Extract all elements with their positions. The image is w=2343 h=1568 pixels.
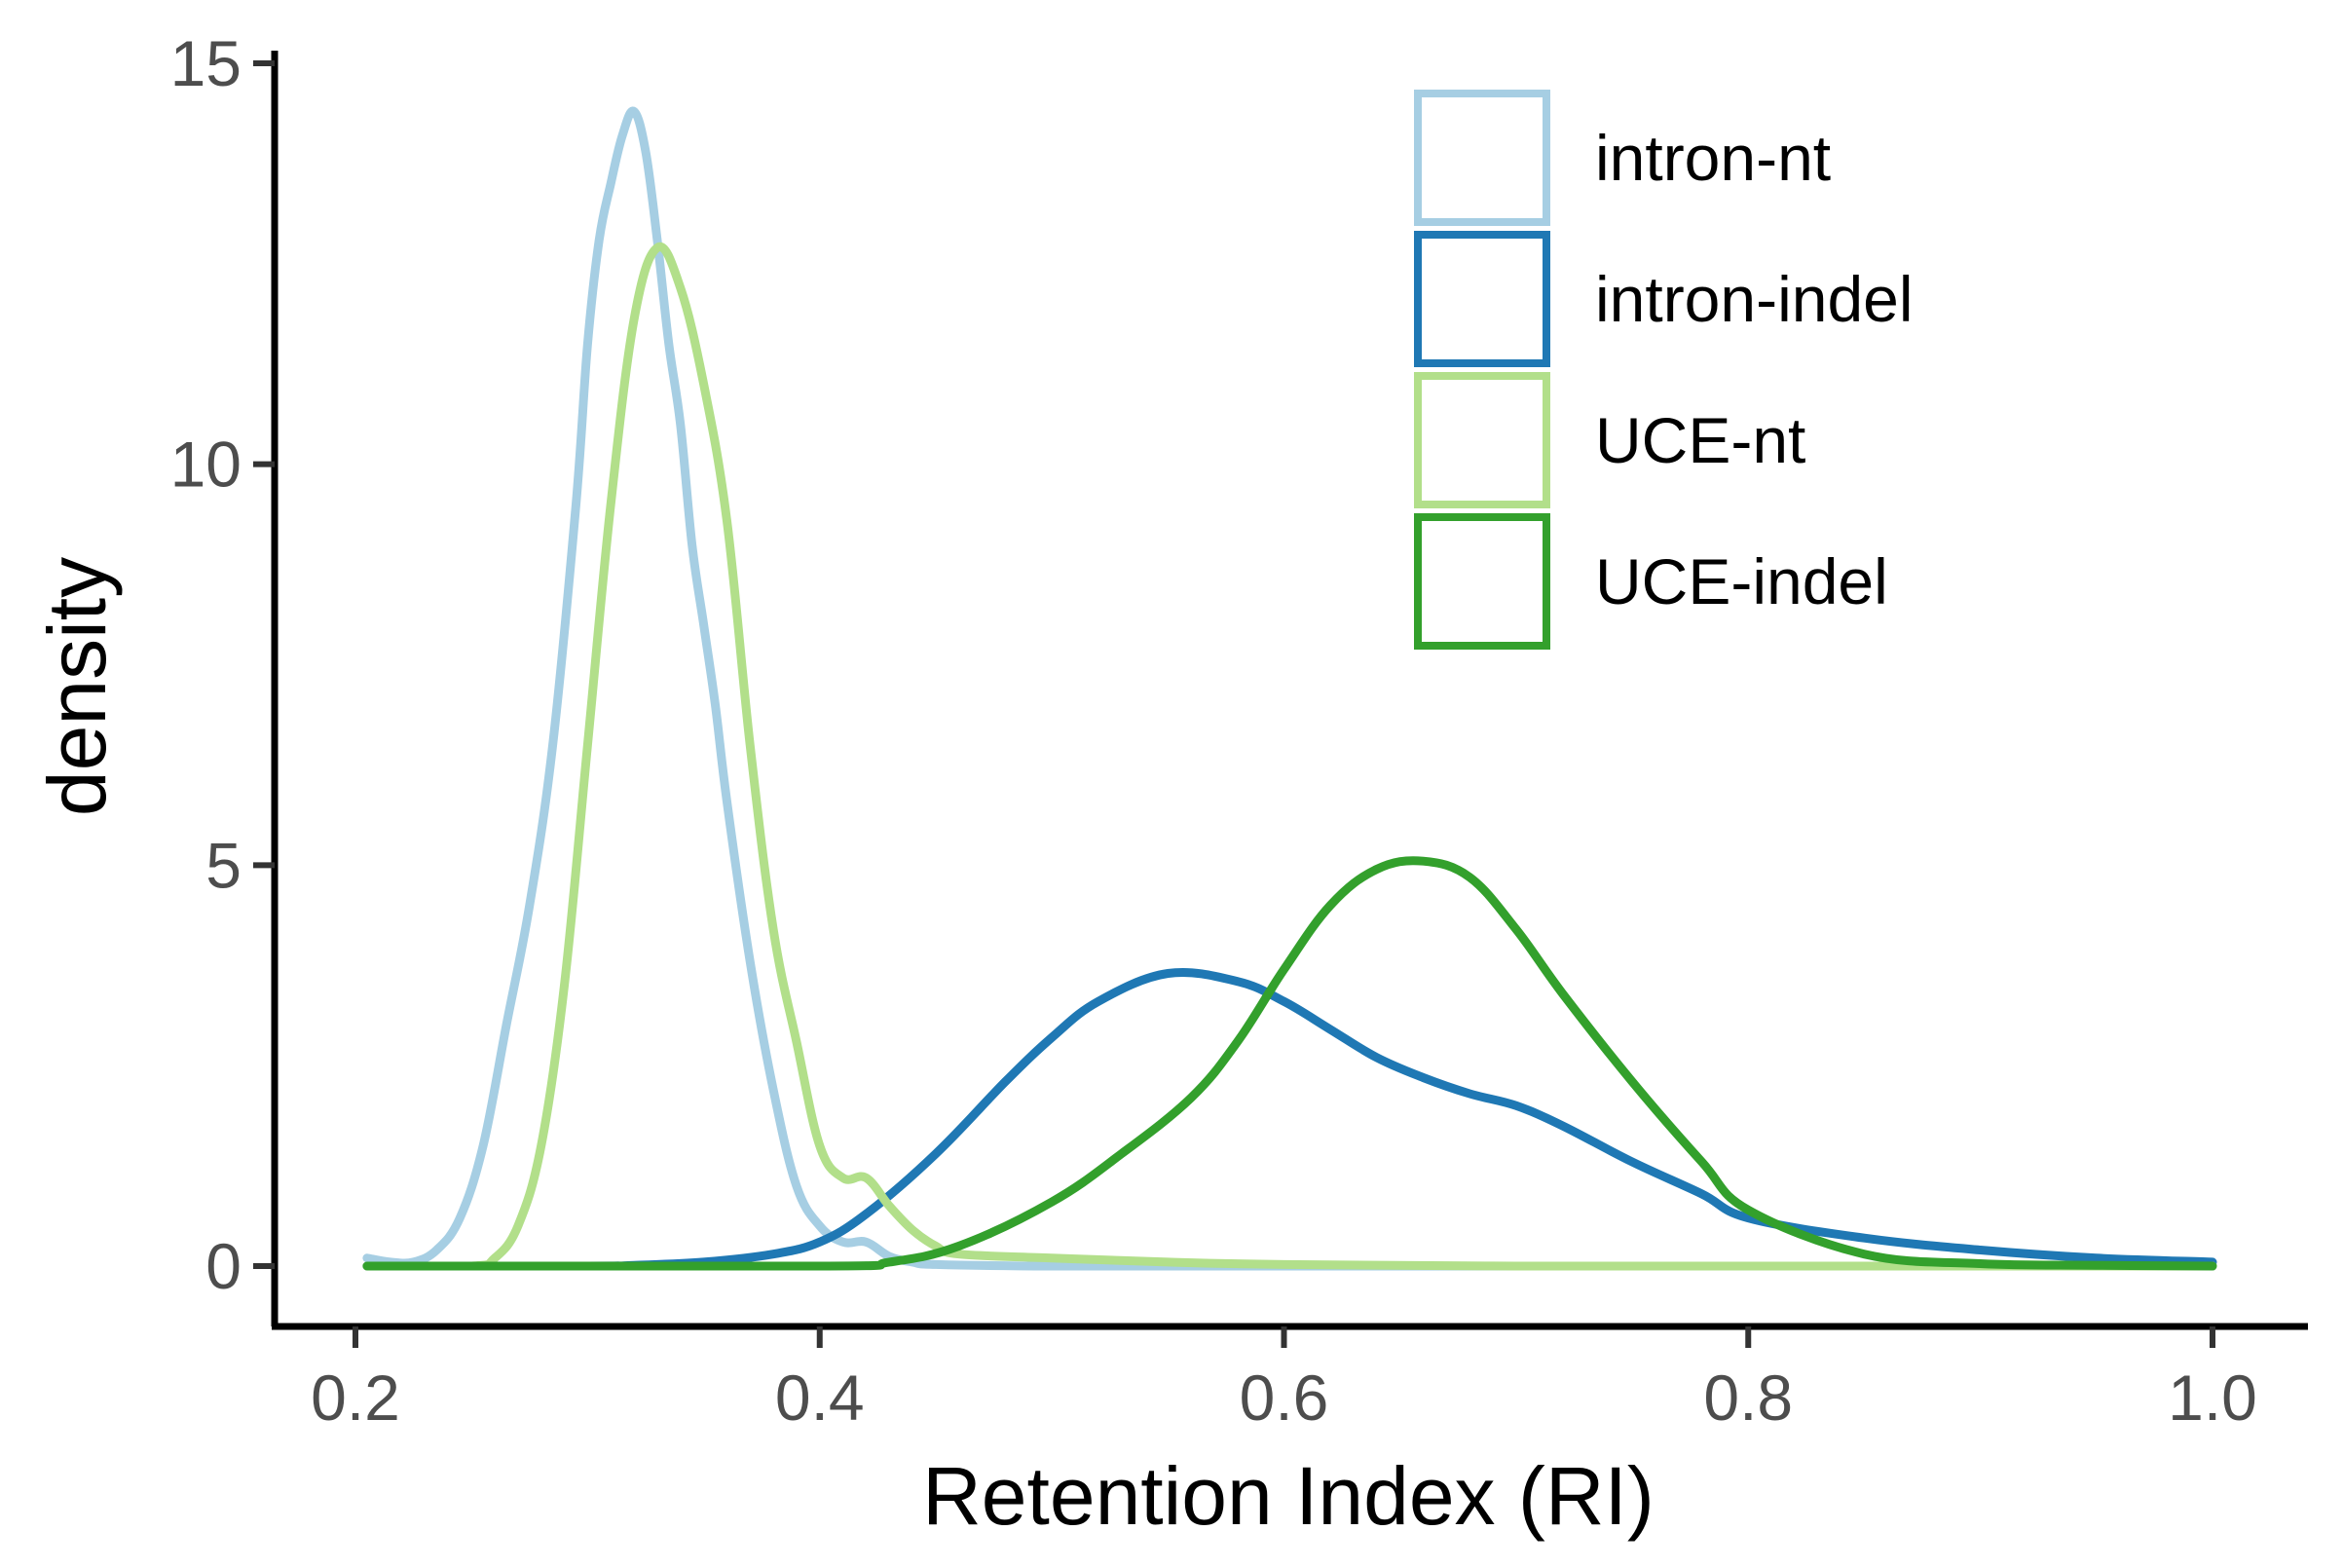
- axes: [271, 51, 2308, 1330]
- series-line-intron-indel: [362, 967, 2217, 1271]
- legend-item-UCE-nt: UCE-nt: [1414, 372, 1805, 508]
- series-line-UCE-nt: [362, 242, 2217, 1271]
- legend-label: UCE-indel: [1595, 545, 1888, 617]
- y-tick-label: 0: [205, 1230, 242, 1302]
- legend-label: UCE-nt: [1595, 404, 1805, 476]
- legend: intron-nt intron-indel UCE-nt UCE-indel: [1414, 90, 1914, 650]
- y-tick-label: 15: [170, 27, 242, 99]
- legend-item-intron-indel: intron-indel: [1414, 231, 1914, 367]
- legend-label: intron-nt: [1595, 122, 1831, 194]
- legend-item-UCE-indel: UCE-indel: [1414, 513, 1888, 650]
- y-axis-title: density: [31, 557, 123, 816]
- x-tick-label: 0.6: [1240, 1362, 1329, 1434]
- x-tick-label: 1.0: [2168, 1362, 2257, 1434]
- legend-key: [1414, 90, 1550, 226]
- y-tick-label: 10: [170, 429, 242, 501]
- x-tick-label: 0.8: [1703, 1362, 1793, 1434]
- legend-label: intron-indel: [1595, 263, 1914, 335]
- legend-item-intron-nt: intron-nt: [1414, 90, 1831, 226]
- x-tick-label: 0.4: [775, 1362, 865, 1434]
- legend-key: [1414, 372, 1550, 508]
- series-line-UCE-indel: [362, 856, 2217, 1271]
- series-lines: [362, 106, 2217, 1271]
- x-tick-label: 0.2: [311, 1362, 400, 1434]
- y-tick-label: 5: [205, 829, 242, 901]
- x-axis-title: Retention Index (RI): [922, 1450, 1655, 1542]
- ticks: 0 5 10 15 0.2 0.4 0.6 0.8 1.0: [170, 27, 2257, 1434]
- legend-key: [1414, 513, 1550, 650]
- legend-key: [1414, 231, 1550, 367]
